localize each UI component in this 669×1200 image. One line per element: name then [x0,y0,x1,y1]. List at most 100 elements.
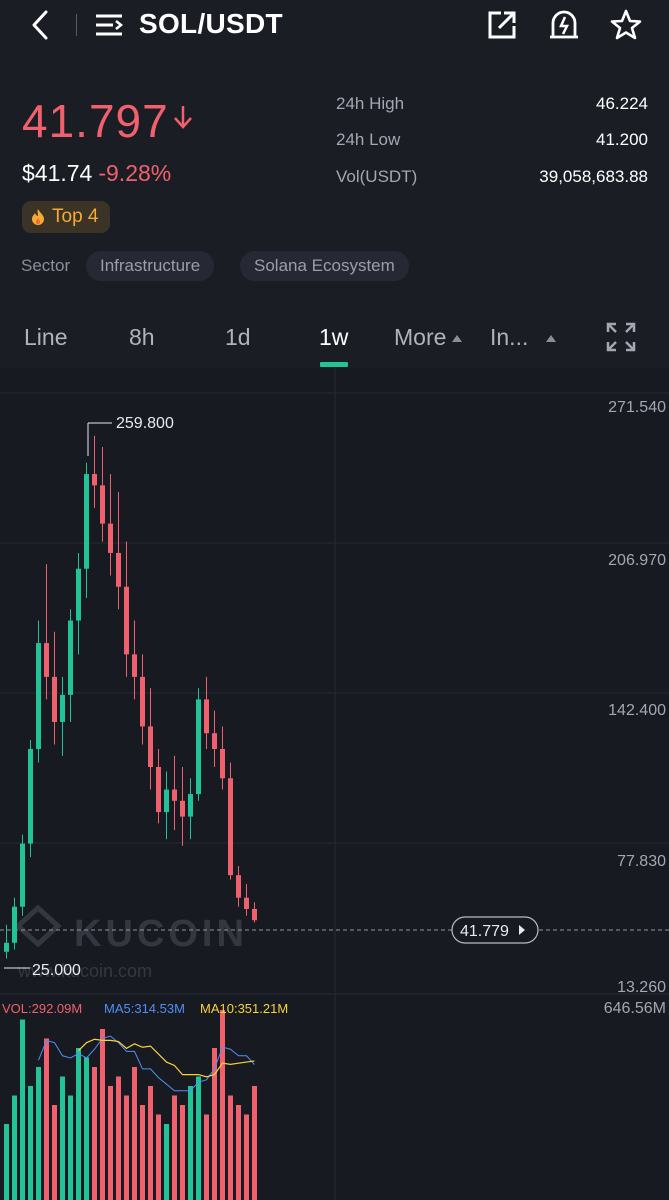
sector-tag-infrastructure[interactable]: Infrastructure [86,251,215,281]
candle-body [116,552,121,587]
back-arrow-icon[interactable] [26,8,56,42]
watermark-text: KUCOIN [74,913,248,955]
star-icon[interactable] [609,8,643,42]
share-icon[interactable] [485,8,519,42]
candle-body [60,694,65,722]
candle-body [252,908,257,921]
last-price: 41.797 [22,95,169,147]
tab-more-label: More [394,324,447,350]
volume-bar [220,1010,225,1200]
candle-body [148,726,153,768]
stat-24h-low-value: 41.200 [596,130,648,149]
watermark-url: www.kucoin.com [17,961,152,981]
volume-bar [12,1095,17,1200]
volume-bar [180,1105,185,1200]
stat-24h-high-label: 24h High [336,94,405,113]
volume-bar [4,1124,9,1200]
current-price-tag [451,916,539,944]
volume-bar [52,1105,57,1200]
volume-bar [68,1095,73,1200]
tab-1d[interactable]: 1d [225,324,251,350]
volume-bar [148,1086,153,1200]
stat-24h-low-label: 24h Low [336,130,401,149]
volume-bar [164,1124,169,1200]
change-percent: -9.28% [98,160,172,186]
tab-line[interactable]: Line [24,324,68,350]
volume-bar [156,1114,161,1200]
usd-price: $41.74 [22,160,93,186]
usd-price-row: $41.74 -9.28% [22,160,171,187]
candle-body [124,586,129,655]
pair-title[interactable]: SOL/USDT [139,8,283,39]
high-marker: 259.800 [116,415,174,432]
volume-bar [44,1038,49,1200]
tab-more[interactable]: More [394,324,463,351]
volume-bar [124,1095,129,1200]
volume-bars-group [4,1010,257,1200]
volume-bar [140,1105,145,1200]
stat-24h-high-value: 46.224 [596,94,648,113]
interval-tabs: Line 8h 1d 1w More In... [0,318,669,368]
volume-bar [36,1067,41,1200]
volume-bar [172,1095,177,1200]
fire-icon [32,209,44,225]
candle-body [12,906,17,943]
volume-bar [252,1086,257,1200]
ma5-legend: MA5:314.53M [104,1001,185,1016]
volume-bar [204,1114,209,1200]
tab-indicators-label: In... [490,324,529,350]
candle-body [100,485,105,524]
candles-group [4,435,257,959]
low-marker: 25.000 [32,962,81,979]
candle-body [4,942,9,952]
candle-body [180,800,185,817]
candlestick-chart[interactable]: KUCOIN www.kucoin.com 41.779 259.800 25.… [0,368,669,1200]
stat-volume-value: 39,058,683.88 [539,167,648,186]
price-alert-icon[interactable] [547,8,581,42]
y-axis-label-0: 271.540 [608,399,666,416]
candle-body [108,523,113,553]
rank-badge[interactable]: Top 4 [22,201,111,233]
candle-body [236,875,241,898]
volume-bar [28,1086,33,1200]
y-axis-label-3: 77.830 [617,853,666,870]
candle-body [164,789,169,813]
volume-bar [20,1019,25,1200]
dropdown-triangle-icon [546,335,557,343]
fullscreen-icon[interactable] [606,322,636,352]
candle-body [204,699,209,734]
candle-body [132,654,137,677]
volume-bar [132,1067,137,1200]
y-axis-label-2: 142.400 [608,702,666,719]
volume-bar [236,1105,241,1200]
candle-body [20,843,25,907]
stat-volume-label: Vol(USDT) [336,167,418,186]
candle-body [172,789,177,801]
tab-8h[interactable]: 8h [129,324,155,350]
menu-list-icon[interactable] [95,12,125,40]
candle-body [196,699,201,795]
candle-body [28,748,33,844]
candle-body [84,474,89,569]
candle-body [52,676,57,722]
tab-indicators[interactable]: In... [490,324,557,351]
candle-body [76,568,81,621]
candle-body [212,733,217,749]
volume-bar [76,1048,81,1200]
sector-label: Sector [21,256,71,275]
dropdown-triangle-icon [452,335,463,343]
y-axis-label-4: 13.260 [617,979,666,996]
sector-tag-solana-ecosystem[interactable]: Solana Ecosystem [240,251,409,281]
volume-bar [108,1086,113,1200]
ma10-legend: MA10:351.21M [200,1001,288,1016]
candle-body [228,778,233,876]
rank-label: Top 4 [52,206,99,227]
y-axis-label-1: 206.970 [608,552,666,569]
volume-bar [84,1057,89,1200]
volume-bar [244,1114,249,1200]
volume-bar [100,1029,105,1200]
vol-max-label: 646.56M [604,1000,666,1017]
vol-legend: VOL:292.09M [2,1001,82,1016]
candle-body [92,474,97,486]
tab-1w[interactable]: 1w [319,324,349,350]
